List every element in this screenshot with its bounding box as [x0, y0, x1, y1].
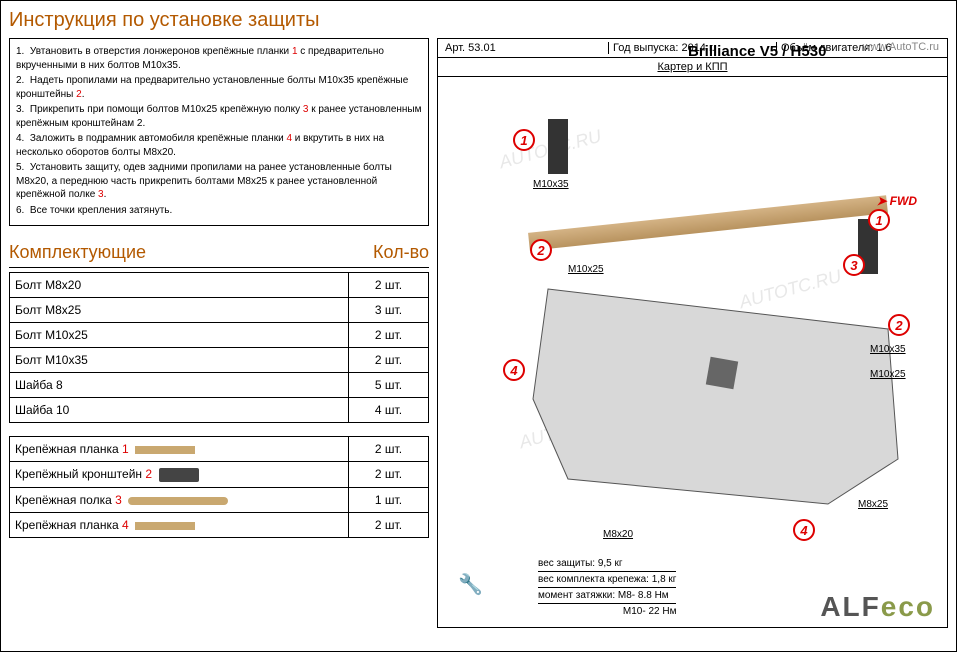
table-row: Болт М8х253 шт. — [10, 298, 429, 323]
callout-1: 1 — [513, 129, 535, 151]
components-table: Болт М8х202 шт.Болт М8х253 шт.Болт М10х2… — [9, 272, 429, 538]
bracket-shape — [548, 119, 568, 174]
instruction-step: 5. Установить защиту, одев задними пропи… — [16, 161, 422, 202]
weight-kit: вес комплекта крепежа: 1,8 кг — [538, 572, 676, 588]
bolt-label: М10х35 — [870, 344, 906, 355]
instruction-step: 1. Увтановить в отверстия лонжеронов кре… — [16, 45, 422, 72]
components-title: Комплектующие — [9, 242, 146, 263]
torque-m8: момент затяжки: М8- 8.8 Нм — [538, 588, 676, 604]
bolt-label: М8х25 — [858, 499, 888, 510]
page-title: Инструкция по установке защиты — [9, 9, 948, 32]
part-name: Картер и КПП — [609, 61, 777, 73]
table-row: Крепёжный кронштейн 2 2 шт. — [10, 462, 429, 488]
wrench-icon: 🔧 — [458, 572, 483, 597]
instructions-box: 1. Увтановить в отверстия лонжеронов кре… — [9, 38, 429, 226]
instruction-step: 2. Надеть пропилами на предварительно ус… — [16, 74, 422, 101]
art-value: 53.01 — [468, 42, 496, 54]
skid-plate — [528, 279, 908, 509]
table-row: Крепёжная планка 4 2 шт. — [10, 512, 429, 537]
weights-box: вес защиты: 9,5 кг вес комплекта крепежа… — [538, 556, 676, 619]
site-logo: www.AutoTC.ru — [863, 41, 939, 53]
bolt-label: М8х20 — [603, 529, 633, 540]
torque-m10: М10- 22 Нм — [538, 604, 676, 619]
table-row: Крепёжная планка 1 2 шт. — [10, 437, 429, 462]
bolt-label: М10х25 — [568, 264, 604, 275]
bolt-label: М10х35 — [533, 179, 569, 190]
table-row: Шайба 85 шт. — [10, 373, 429, 398]
qty-title: Кол-во — [373, 242, 429, 263]
table-row: Крепёжная полка 3 1 шт. — [10, 487, 429, 512]
mounting-bar — [528, 195, 888, 251]
instruction-step: 6. Все точки крепления затянуть. — [16, 204, 422, 218]
bolt-label: М10х25 — [870, 369, 906, 380]
callout-1: 1 — [868, 209, 890, 231]
table-row: Болт М10х352 шт. — [10, 348, 429, 373]
table-row: Шайба 104 шт. — [10, 398, 429, 423]
callout-4: 4 — [793, 519, 815, 541]
weight-protection: вес защиты: 9,5 кг — [538, 556, 676, 572]
model-name: Brilliance V5 / H530 — [688, 43, 826, 60]
instruction-step: 4. Заложить в подрамник автомобиля крепё… — [16, 132, 422, 159]
exploded-diagram: AUTOTC.RU AUTOTC.RU AUTOTC.RU FWD 121324… — [438, 99, 947, 577]
year-label: Год выпуска: — [613, 42, 678, 54]
spec-row2: Картер и КПП — [438, 58, 947, 77]
fwd-arrow: FWD — [877, 194, 917, 208]
instruction-step: 3. Прикрепить при помощи болтов М10х25 к… — [16, 103, 422, 130]
components-header: Комплектующие Кол-во — [9, 238, 429, 268]
table-row: Болт М8х202 шт. — [10, 273, 429, 298]
callout-2: 2 — [888, 314, 910, 336]
callout-4: 4 — [503, 359, 525, 381]
diagram-panel: Brilliance V5 / H530 www.AutoTC.ru Арт. … — [437, 38, 948, 628]
table-row: Болт М10х252 шт. — [10, 323, 429, 348]
brand-logo: ALFeco — [820, 591, 935, 623]
callout-3: 3 — [843, 254, 865, 276]
callout-2: 2 — [530, 239, 552, 261]
art-label: Арт. — [445, 42, 465, 54]
